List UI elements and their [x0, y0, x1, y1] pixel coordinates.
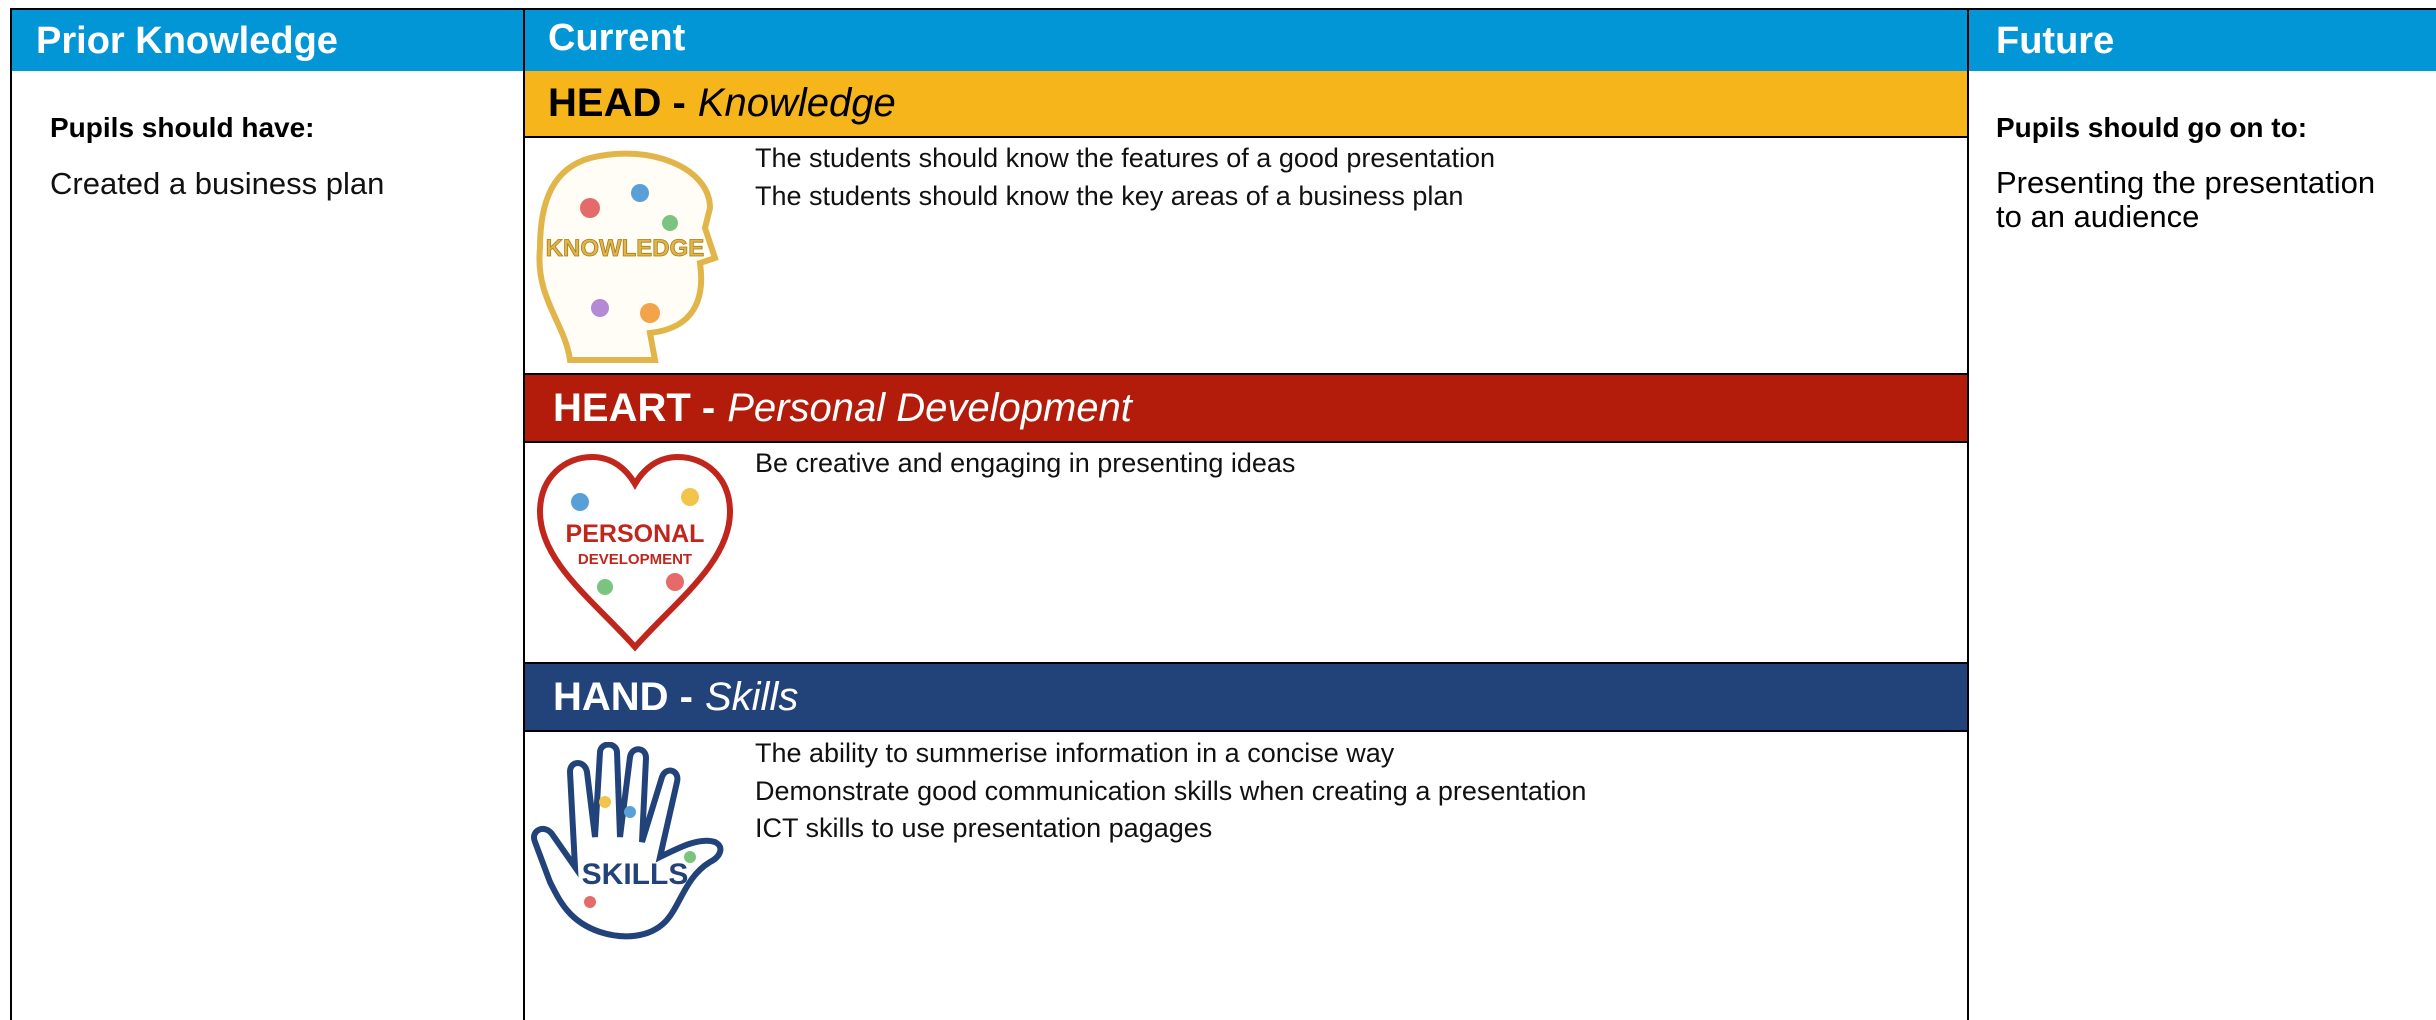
border — [10, 8, 2436, 10]
section-item: The ability to summerise information in … — [755, 738, 1395, 768]
icon-text: KNOWLEDGE — [546, 235, 705, 262]
section-band: HEAD - Knowledge — [525, 71, 1967, 138]
knowledge-icon: KNOWLEDGE — [536, 150, 719, 363]
section-sublabel: Personal Development — [727, 385, 1132, 430]
heart-icon: PERSONAL DEVELOPMENT — [536, 453, 734, 652]
section-item: The students should know the features of… — [755, 143, 1495, 173]
section-label: HAND - — [553, 674, 693, 719]
prior-heading: Pupils should have: — [50, 112, 315, 143]
section-sublabel: Knowledge — [697, 81, 896, 125]
future-heading: Pupils should go on to: — [1996, 112, 2308, 143]
column-divider — [1967, 9, 1969, 1020]
section-item: Be creative and engaging in presenting i… — [755, 448, 1296, 478]
icon-text: PERSONAL — [566, 520, 705, 548]
column-divider — [523, 9, 525, 1020]
icon-text: SKILLS — [582, 858, 689, 891]
icon-text: DEVELOPMENT — [578, 551, 692, 568]
section-item: ICT skills to use presentation pagages — [755, 813, 1213, 843]
section-label: HEAD - — [548, 81, 686, 125]
section-item: The students should know the key areas o… — [755, 181, 1464, 211]
future-item: Presenting the presentation to an audien… — [1996, 165, 2376, 234]
section-label: HEART - — [553, 385, 716, 430]
section-band: HEART - Personal Development — [525, 373, 1967, 443]
header-future: Future — [1996, 18, 2115, 64]
border — [10, 9, 12, 1020]
hand-icon: SKILLS — [531, 742, 724, 940]
header-prior: Prior Knowledge — [36, 18, 338, 64]
header-current: Current — [548, 15, 686, 61]
prior-item: Created a business plan — [50, 166, 385, 201]
section-band: HAND - Skills — [525, 662, 1967, 732]
section-sublabel: Skills — [704, 674, 799, 719]
section-item: Demonstrate good communication skills wh… — [755, 776, 1587, 806]
